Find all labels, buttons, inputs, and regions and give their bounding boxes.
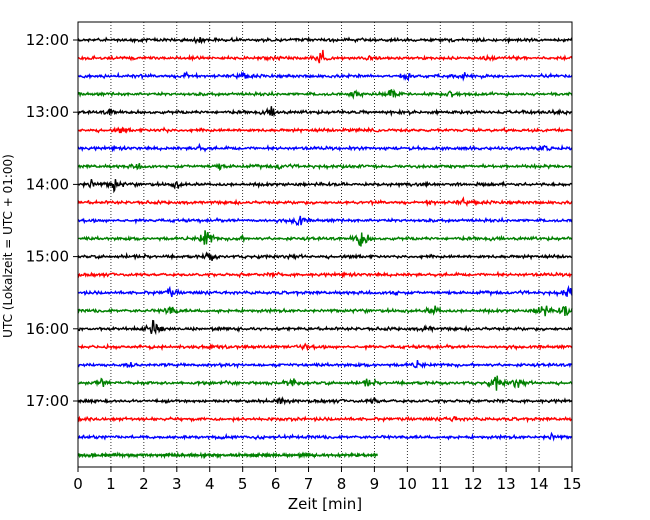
trace-1215	[77, 49, 573, 64]
y-tick-label: 15:00	[26, 248, 69, 266]
trace-1600	[77, 319, 573, 336]
x-tick-label: 2	[139, 475, 149, 493]
x-tick-label: 12	[464, 475, 483, 493]
trace-1645	[77, 375, 573, 391]
x-tick-label: 15	[562, 475, 581, 493]
x-tick-label: 7	[304, 475, 314, 493]
x-tick-label: 5	[238, 475, 248, 493]
y-tick-label: 17:00	[26, 392, 69, 410]
x-tick-label: 3	[172, 475, 182, 493]
trace-1245	[77, 88, 573, 100]
trace-1315	[77, 126, 573, 135]
traces-group	[77, 35, 573, 460]
x-tick-label: 14	[530, 475, 549, 493]
trace-1615	[77, 342, 573, 352]
trace-1545	[77, 305, 573, 317]
y-tick-label: 12:00	[26, 31, 69, 49]
x-tick-label: 8	[337, 475, 347, 493]
trace-1630	[77, 359, 573, 369]
x-tick-label: 6	[271, 475, 281, 493]
y-tick-label: 14:00	[26, 175, 69, 193]
x-axis-label: Zeit [min]	[288, 495, 362, 513]
trace-1500	[77, 251, 573, 261]
y-axis-ticks: 12:00 13:00 14:00 15:00 16:00 17:00	[26, 31, 78, 410]
trace-1515	[77, 270, 573, 280]
trace-1330	[77, 142, 573, 153]
trace-1715	[77, 415, 573, 424]
x-tick-label: 9	[370, 475, 380, 493]
trace-1230	[77, 70, 573, 82]
trace-1445	[77, 230, 573, 247]
trace-1200	[77, 35, 573, 45]
trace-1300	[77, 106, 573, 118]
x-tick-label: 0	[73, 475, 83, 493]
x-tick-label: 1	[106, 475, 116, 493]
trace-1745	[77, 451, 378, 460]
y-axis-label: UTC (Lokalzeit = UTC + 01:00)	[1, 154, 15, 338]
trace-1415	[77, 196, 573, 208]
trace-1345	[77, 162, 573, 172]
x-axis-ticks: 0 1 2 3 4 5 6 7 8 9 10 11 12 13 14 15	[73, 467, 582, 493]
trace-1430	[77, 215, 573, 227]
y-tick-label: 13:00	[26, 103, 69, 121]
x-tick-label: 10	[398, 475, 417, 493]
trace-1400	[77, 179, 573, 194]
x-grid	[110, 22, 540, 467]
trace-1700	[77, 396, 573, 406]
trace-1730	[77, 431, 573, 442]
x-tick-label: 13	[497, 475, 516, 493]
x-tick-label: 4	[205, 475, 215, 493]
trace-1530	[77, 284, 573, 298]
y-tick-label: 16:00	[26, 320, 69, 338]
x-tick-label: 11	[431, 475, 450, 493]
plot-frame	[77, 21, 573, 468]
